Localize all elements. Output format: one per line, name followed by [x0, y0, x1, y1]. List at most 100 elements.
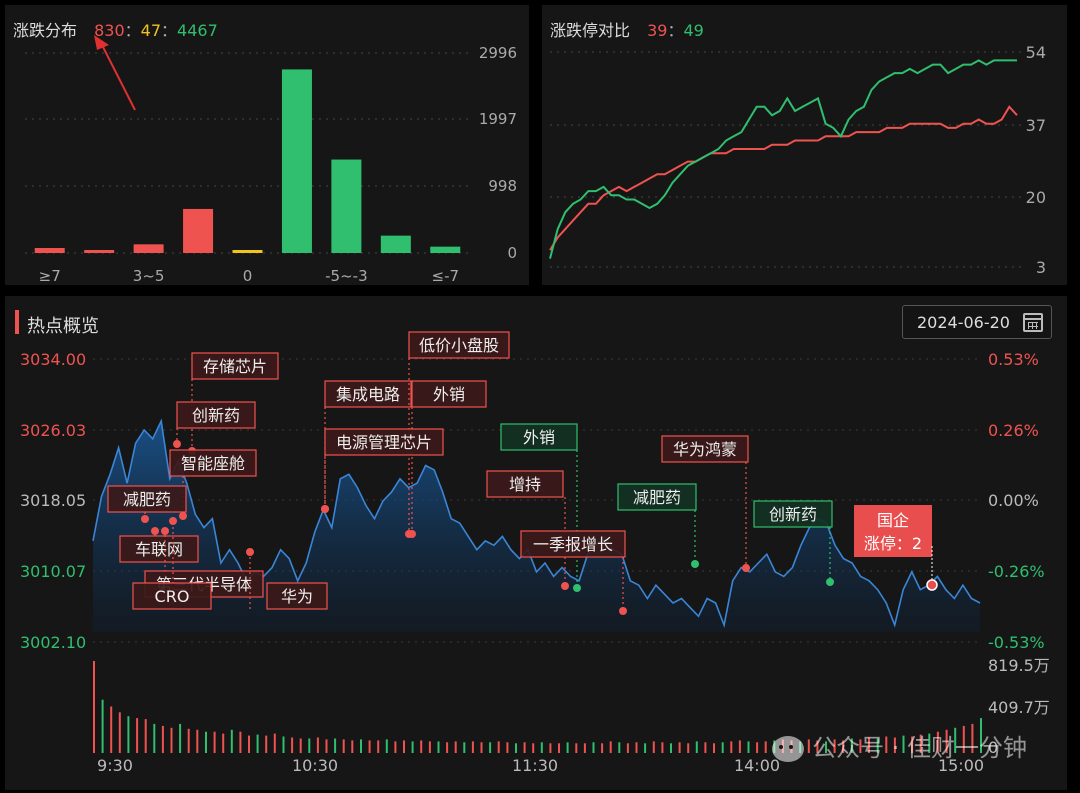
volume-bar: [368, 740, 371, 753]
volume-bar: [403, 740, 405, 753]
hot-label-box: [324, 380, 412, 408]
calendar-icon[interactable]: [1023, 313, 1043, 332]
y-tick-label: 37: [1026, 116, 1046, 135]
volume-bar: [859, 739, 862, 753]
volume-bar: [170, 727, 173, 753]
volume-bar: [644, 743, 647, 753]
callout-line1: 国企: [877, 511, 909, 530]
wechat-icon: [772, 736, 805, 762]
hot-label-text: 低价小盘股: [419, 336, 499, 355]
bar: [34, 247, 65, 253]
price-tick-label: 3002.10: [20, 633, 86, 652]
stat-value: 47: [140, 21, 162, 40]
x-tick-label: -5~-3: [325, 267, 367, 285]
volume-tick-label: 409.7万: [988, 698, 1050, 717]
x-tick-label: 0: [243, 267, 253, 285]
limit-up-down-panel: 涨跌停对比 39：49 54 37 20 3: [542, 5, 1067, 285]
panel-title: 涨跌停对比: [550, 21, 631, 40]
volume-bar: [661, 742, 664, 753]
volume-bar: [523, 742, 526, 753]
price-tick-label: 3026.03: [20, 421, 86, 440]
volume-bar: [127, 716, 130, 753]
hot-label-text: 创新药: [769, 505, 817, 524]
limit-up-down-header: 涨跌停对比 39：49: [550, 17, 704, 41]
hot-label-box: [411, 380, 487, 408]
x-tick-label: ≤-7: [432, 267, 460, 285]
volume-bar: [222, 733, 225, 753]
stat-value: 39: [647, 21, 668, 40]
volume-bar: [351, 740, 354, 753]
hot-label-box: [324, 428, 444, 456]
hot-dot: [321, 505, 329, 513]
volume-bar: [394, 741, 397, 753]
volume-bar: [342, 739, 345, 753]
volume-bar: [695, 741, 698, 753]
volume-bar: [678, 742, 681, 753]
stat-value: ：: [161, 21, 178, 40]
volume-bar: [299, 738, 302, 753]
volume-bar: [273, 733, 276, 753]
volume-bar: [93, 661, 95, 753]
volume-bar: [334, 738, 337, 753]
volume-bar: [325, 739, 328, 753]
hot-overview-panel: 热点概览 2024-06-20 3034.00 0.53% 3026.03 0.26%…: [5, 296, 1067, 790]
volume-bar: [833, 739, 836, 753]
hot-label-text: 减肥药: [633, 488, 681, 507]
volume-bar: [308, 738, 311, 753]
hot-dot: [151, 527, 159, 535]
stat-value: 4467: [177, 21, 218, 40]
percent-tick-label: -0.26%: [988, 562, 1045, 581]
hot-label-box: [266, 582, 328, 610]
rise-fall-distribution-panel: 涨跌分布 830：47：4467 2996 1997 998 0 ≥7 3~5 0 -5~-3…: [5, 5, 529, 285]
panel-title: 涨跌分布: [13, 21, 78, 40]
hot-dot: [169, 517, 177, 525]
hot-label-text: 华为鸿蒙: [673, 440, 737, 459]
bar: [133, 244, 164, 253]
bar: [430, 246, 461, 253]
volume-bar: [377, 740, 380, 753]
volume-bar: [893, 737, 896, 753]
volume-bar: [756, 742, 759, 753]
time-tick-label: 10:30: [292, 756, 338, 775]
volume-bar: [936, 731, 939, 753]
title-accent-bar: [15, 310, 19, 334]
price-line: [92, 418, 981, 628]
volume-bar: [489, 742, 492, 753]
series-line: [549, 105, 1018, 251]
hot-label-box: [520, 530, 626, 558]
hot-label-text: 车联网: [135, 540, 183, 559]
limit-line-chart: 54 37 20 3: [549, 43, 1046, 277]
y-tick-label: 0: [507, 244, 517, 262]
date-picker[interactable]: 2024-06-20: [902, 305, 1052, 339]
hot-dot: [161, 527, 169, 535]
volume-bar: [980, 718, 982, 753]
volume-bar: [428, 741, 431, 753]
volume-bar: [885, 736, 888, 753]
hot-dot: [742, 564, 750, 572]
hot-label-box: [191, 352, 279, 380]
hot-label-text: 外销: [523, 428, 555, 447]
volume-bar: [919, 734, 922, 753]
volume-bar: [256, 734, 259, 753]
arrow-head: [94, 35, 109, 50]
hot-label-text: 增持: [509, 475, 541, 494]
hot-dot: [179, 512, 187, 520]
hot-label-text: 智能座舱: [181, 454, 245, 473]
volume-bar: [196, 729, 199, 753]
volume-bar: [110, 706, 113, 753]
volume-bar: [497, 741, 500, 753]
volume-bar: [609, 741, 612, 753]
stat-value: 49: [683, 21, 704, 40]
volume-bar: [540, 742, 543, 753]
volume-bar: [575, 743, 578, 753]
volume-tick-label: 0: [988, 738, 998, 757]
hot-label-text: CRO: [155, 587, 190, 606]
callout-line2: 涨停：2: [864, 534, 922, 553]
hot-label-box: [408, 331, 510, 359]
volume-bar: [549, 743, 552, 753]
volume-bar: [471, 741, 474, 753]
volume-bar: [816, 740, 819, 753]
price-tick-label: 3010.07: [20, 562, 86, 581]
intraday-chart: 3034.00 0.53% 3026.03 0.26% 3018.05 0.00% 3010…: [20, 331, 1050, 775]
hot-label-box: [486, 470, 564, 498]
